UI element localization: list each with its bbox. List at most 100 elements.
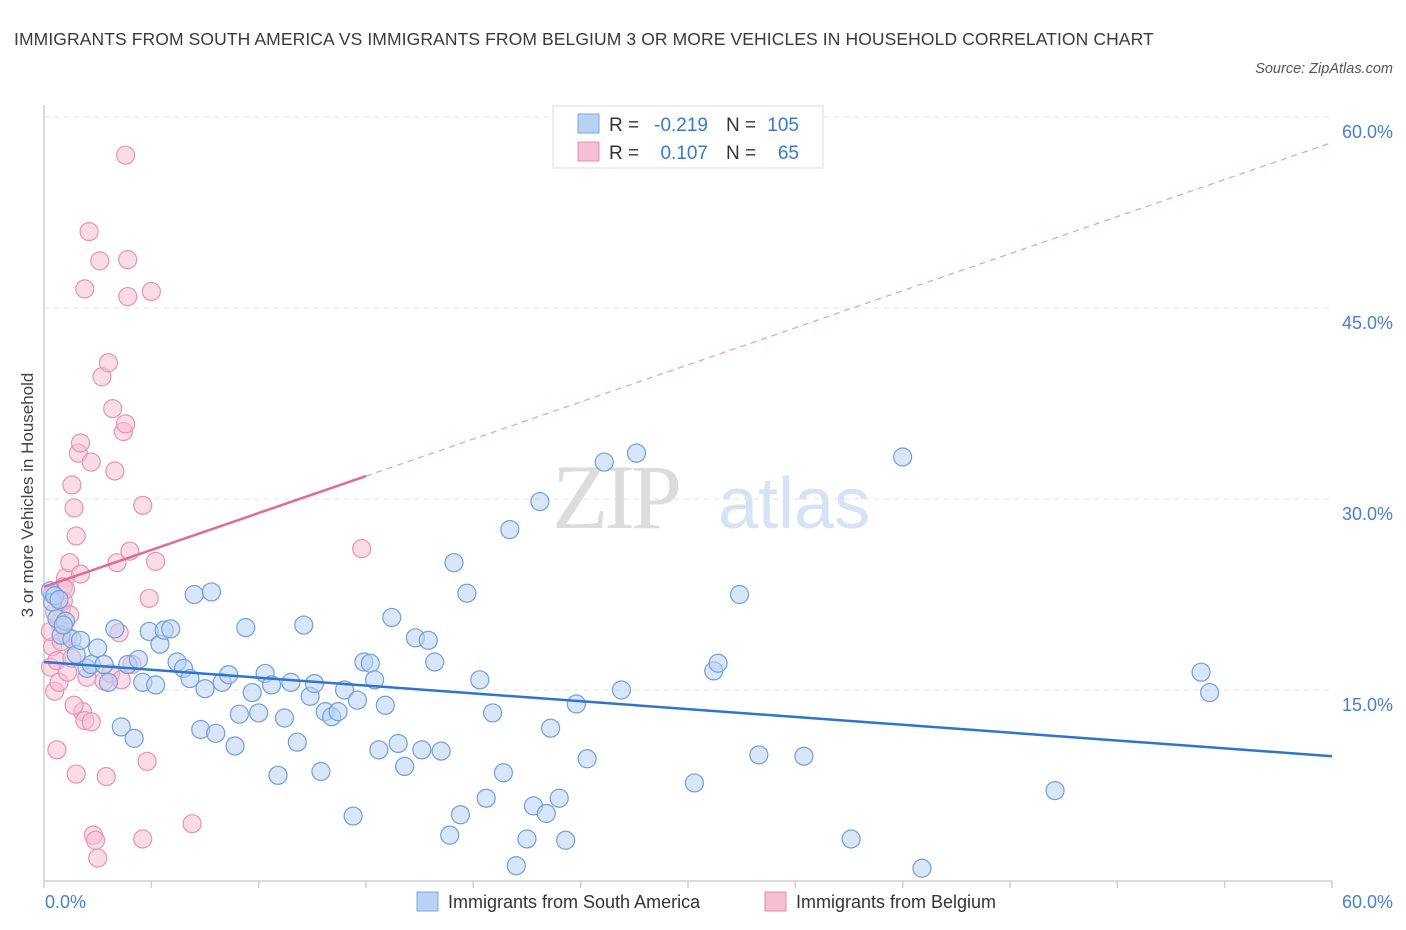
point-south-america-88 <box>577 749 597 769</box>
point-south-america-94 <box>708 653 728 673</box>
point-south-america-100 <box>912 858 932 878</box>
point-belgium-40 <box>118 250 138 270</box>
point-south-america-82 <box>530 491 550 512</box>
point-south-america-37 <box>229 704 249 724</box>
point-belgium-3 <box>47 740 67 760</box>
point-south-america-60 <box>369 740 389 760</box>
y-tick-label-45: 45.0% <box>1342 313 1393 333</box>
point-south-america-16 <box>111 717 131 737</box>
point-south-america-32 <box>201 582 222 602</box>
point-south-america-75 <box>476 788 496 808</box>
point-belgium-21 <box>85 830 106 850</box>
legend-bottom-swatch-pink <box>764 891 787 912</box>
point-belgium-62 <box>133 829 153 849</box>
point-south-america-84 <box>541 718 561 738</box>
point-belgium-19 <box>81 452 101 472</box>
legend-bottom-swatch-blue <box>416 891 439 912</box>
point-south-america-13 <box>94 654 114 675</box>
point-south-america-44 <box>274 708 295 728</box>
point-south-america-104 <box>53 615 73 635</box>
trend-line-belgium <box>43 474 367 589</box>
y-tick-label-15: 15.0% <box>1342 695 1393 715</box>
point-belgium-10 <box>62 475 82 495</box>
legend-r-value-2: 0.107 <box>660 143 708 164</box>
legend-n-value-1: 105 <box>767 115 799 136</box>
legend-n-label-2: N = <box>726 143 756 164</box>
point-south-america-92 <box>684 773 705 793</box>
x-tick-labels: 0.0% 60.0% <box>45 892 1393 912</box>
point-belgium-11 <box>64 498 84 518</box>
point-belgium-59 <box>66 764 86 784</box>
point-south-america-74 <box>470 670 490 690</box>
point-south-america-73 <box>457 583 477 603</box>
point-south-america-68 <box>425 652 445 672</box>
point-south-america-36 <box>225 736 245 756</box>
y-axis-label-wrap: 3 or more Vehicles in Household <box>18 373 38 618</box>
point-south-america-33 <box>206 723 226 743</box>
point-belgium-29 <box>103 398 123 419</box>
legend-r-label-1: R = <box>609 115 639 136</box>
point-south-america-70 <box>440 825 460 845</box>
point-belgium-61 <box>81 712 101 732</box>
point-south-america-39 <box>242 682 262 703</box>
point-south-america-89 <box>594 452 614 472</box>
point-south-america-14 <box>98 672 119 692</box>
legend-r-value-1: -0.219 <box>654 115 708 136</box>
point-south-america-67 <box>418 630 438 650</box>
point-south-america-62 <box>382 607 402 628</box>
point-south-america-49 <box>304 674 325 694</box>
legend-r-label-2: R = <box>609 143 639 164</box>
point-belgium-46 <box>182 814 202 834</box>
point-belgium-41 <box>133 495 153 515</box>
point-south-america-80 <box>517 829 537 849</box>
point-south-america-66 <box>412 740 432 760</box>
point-south-america-77 <box>493 763 513 783</box>
x-tick-label-max: 60.0% <box>1342 892 1393 912</box>
point-south-america-15 <box>105 619 125 639</box>
point-south-america-45 <box>281 672 301 692</box>
point-south-america-76 <box>483 703 503 723</box>
point-south-america-38 <box>236 618 256 638</box>
point-south-america-18 <box>124 728 144 748</box>
point-south-america-101 <box>1045 780 1065 801</box>
trend-line-belgium-extension <box>365 141 1333 477</box>
point-south-america-98 <box>841 829 861 849</box>
points-south-america <box>40 443 1220 878</box>
point-south-america-71 <box>444 553 464 573</box>
point-south-america-59 <box>364 670 385 690</box>
point-south-america-86 <box>556 830 576 850</box>
point-south-america-90 <box>611 680 632 700</box>
legend-swatch-blue <box>577 113 600 134</box>
y-tick-labels: 15.0% 30.0% 45.0% 60.0% <box>1342 122 1393 715</box>
watermark: ZIP atlas <box>552 446 870 548</box>
point-belgium-30 <box>105 461 125 481</box>
point-belgium-44 <box>141 281 161 302</box>
point-belgium-23 <box>90 251 110 271</box>
point-south-america-85 <box>549 788 569 808</box>
axes <box>43 105 1332 882</box>
point-south-america-40 <box>249 703 269 723</box>
point-south-america-22 <box>146 675 166 695</box>
legend-swatch-pink <box>577 141 600 162</box>
point-south-america-50 <box>311 761 331 782</box>
point-south-america-25 <box>161 619 181 639</box>
legend-top: R = -0.219 N = 105 R = 0.107 N = 65 <box>552 105 824 169</box>
y-tick-label-60: 60.0% <box>1342 122 1393 142</box>
point-south-america-97 <box>794 746 814 766</box>
point-belgium-58 <box>64 695 84 715</box>
point-south-america-4 <box>49 589 69 610</box>
point-south-america-78 <box>500 519 520 540</box>
point-south-america-56 <box>347 690 368 710</box>
point-south-america-46 <box>287 732 307 752</box>
point-south-america-103 <box>1200 682 1220 703</box>
trend-lines <box>43 141 1333 758</box>
point-south-america-9 <box>70 630 91 650</box>
point-south-america-12 <box>88 638 108 658</box>
legend-bottom-label-pink: Immigrants from Belgium <box>796 892 996 912</box>
point-belgium-36 <box>118 286 138 307</box>
point-south-america-83 <box>536 803 556 824</box>
y-tick-label-30: 30.0% <box>1342 504 1393 524</box>
chart-title: IMMIGRANTS FROM SOUTH AMERICA VS IMMIGRA… <box>14 29 1154 49</box>
point-belgium-14 <box>70 433 91 453</box>
